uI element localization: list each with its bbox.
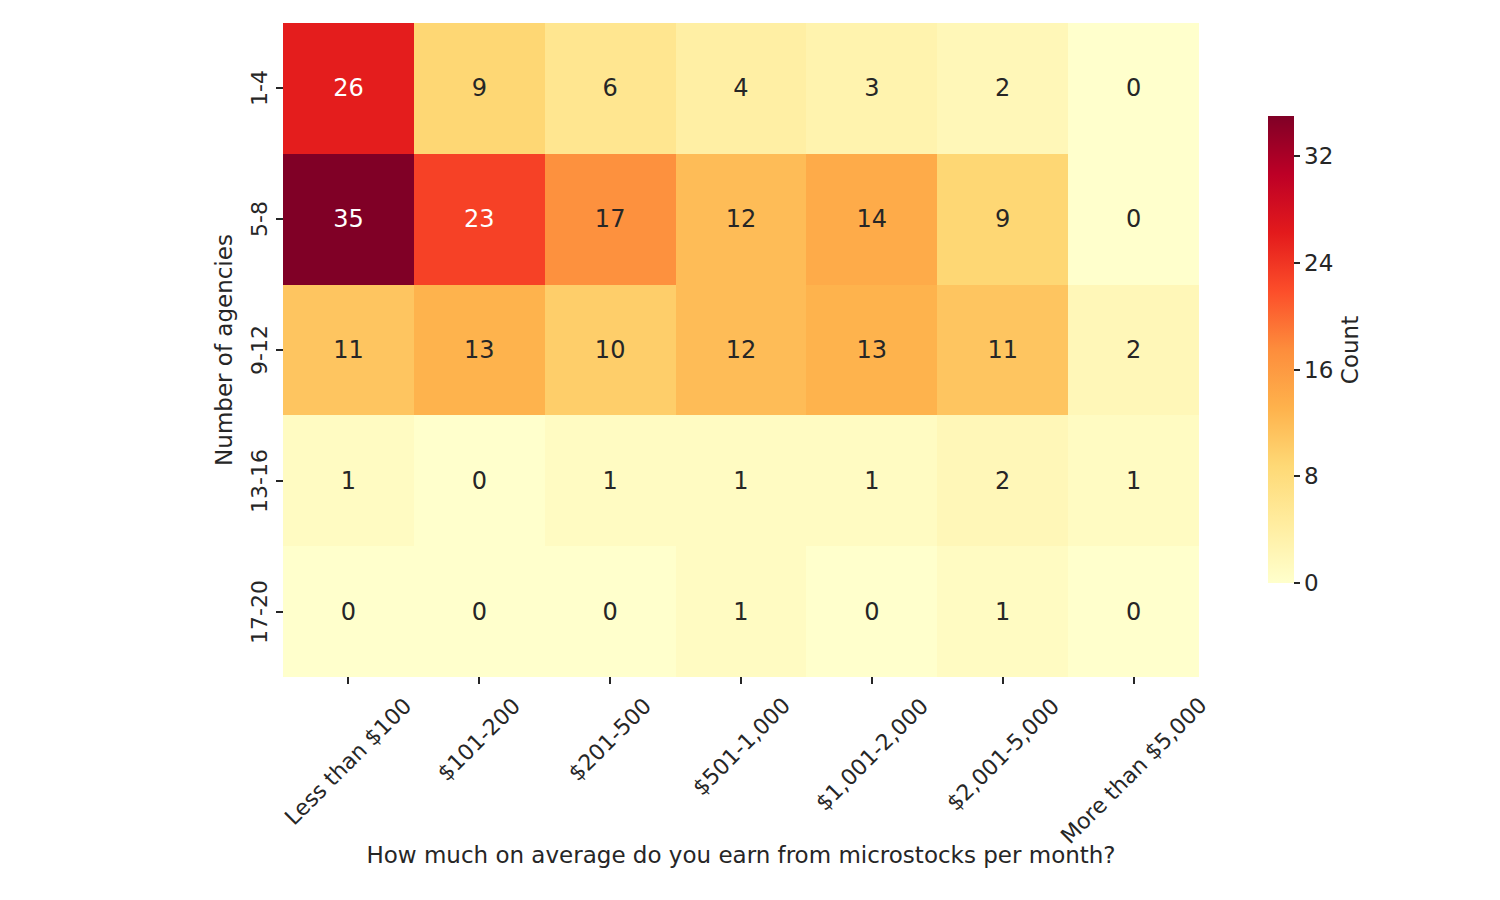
heatmap-cell: 0 — [1068, 546, 1199, 677]
heatmap-cell: 12 — [676, 285, 807, 416]
x-tick-mark — [871, 677, 873, 684]
y-tick-label: 13-16 — [247, 449, 272, 513]
heatmap-cell: 13 — [414, 285, 545, 416]
colorbar-gradient — [1268, 116, 1294, 583]
x-tick-mark — [1002, 677, 1004, 684]
heatmap-cell: 17 — [545, 154, 676, 285]
heatmap-cell: 0 — [414, 415, 545, 546]
x-tick-mark — [478, 677, 480, 684]
x-tick-mark — [609, 677, 611, 684]
heatmap-cell: 0 — [414, 546, 545, 677]
heatmap-cell: 9 — [414, 23, 545, 154]
y-tick-label: 5-8 — [247, 201, 272, 237]
x-tick-label: More than $5,000 — [1056, 693, 1212, 849]
heatmap-cell: 1 — [1068, 415, 1199, 546]
heatmap-cell: 1 — [676, 546, 807, 677]
heatmap-cell: 0 — [806, 546, 937, 677]
heatmap-cell: 14 — [806, 154, 937, 285]
y-tick-mark — [276, 611, 283, 613]
heatmap-cell: 11 — [283, 285, 414, 416]
heatmap-cell: 2 — [937, 23, 1068, 154]
x-tick-mark — [740, 677, 742, 684]
y-tick-mark — [276, 480, 283, 482]
colorbar-tick-label: 0 — [1304, 570, 1319, 596]
x-tick-label: $201-500 — [564, 693, 657, 786]
heatmap-cell: 6 — [545, 23, 676, 154]
heatmap-figure: 2696432035231712149011131012131121011121… — [0, 0, 1500, 900]
heatmap-cell: 10 — [545, 285, 676, 416]
y-tick-mark — [276, 218, 283, 220]
colorbar-tick-label: 24 — [1304, 250, 1333, 276]
colorbar-tick-label: 32 — [1304, 143, 1333, 169]
x-tick-label: Less than $100 — [280, 693, 417, 830]
y-tick-label: 1-4 — [247, 70, 272, 106]
heatmap-cell: 0 — [283, 546, 414, 677]
heatmap-cell: 13 — [806, 285, 937, 416]
heatmap-cell: 1 — [806, 415, 937, 546]
heatmap-cell: 0 — [1068, 154, 1199, 285]
colorbar-tick-mark — [1294, 155, 1300, 157]
heatmap-cell: 12 — [676, 154, 807, 285]
colorbar-label: Count — [1337, 316, 1363, 384]
x-axis-label: How much on average do you earn from mic… — [283, 842, 1199, 868]
colorbar-tick-label: 8 — [1304, 463, 1319, 489]
y-tick-mark — [276, 349, 283, 351]
colorbar-tick-mark — [1294, 369, 1300, 371]
heatmap-cell: 1 — [283, 415, 414, 546]
heatmap-cell: 3 — [806, 23, 937, 154]
heatmap-cell: 11 — [937, 285, 1068, 416]
heatmap-cell: 4 — [676, 23, 807, 154]
heatmap-cell: 1 — [545, 415, 676, 546]
heatmap-cell: 1 — [937, 546, 1068, 677]
heatmap-cell: 26 — [283, 23, 414, 154]
y-axis-label: Number of agencies — [211, 234, 237, 466]
x-tick-label: $2,001-5,000 — [942, 693, 1064, 815]
heatmap-cell: 2 — [1068, 285, 1199, 416]
heatmap-cell: 0 — [1068, 23, 1199, 154]
heatmap-cell: 35 — [283, 154, 414, 285]
colorbar-tick-mark — [1294, 582, 1300, 584]
x-tick-label: $1,001-2,000 — [811, 693, 933, 815]
x-tick-mark — [1133, 677, 1135, 684]
y-tick-label: 9-12 — [247, 325, 272, 375]
heatmap-cell: 0 — [545, 546, 676, 677]
y-tick-label: 17-20 — [247, 580, 272, 644]
heatmap-cell: 23 — [414, 154, 545, 285]
colorbar-tick-mark — [1294, 262, 1300, 264]
y-tick-mark — [276, 87, 283, 89]
colorbar-tick-label: 16 — [1304, 357, 1333, 383]
heatmap-plot-area: 2696432035231712149011131012131121011121… — [283, 23, 1199, 677]
x-tick-label: $501-1,000 — [687, 693, 794, 800]
colorbar-tick-mark — [1294, 475, 1300, 477]
heatmap-cell: 9 — [937, 154, 1068, 285]
heatmap-cell: 1 — [676, 415, 807, 546]
x-tick-mark — [347, 677, 349, 684]
heatmap-cell: 2 — [937, 415, 1068, 546]
x-tick-label: $101-200 — [433, 693, 526, 786]
